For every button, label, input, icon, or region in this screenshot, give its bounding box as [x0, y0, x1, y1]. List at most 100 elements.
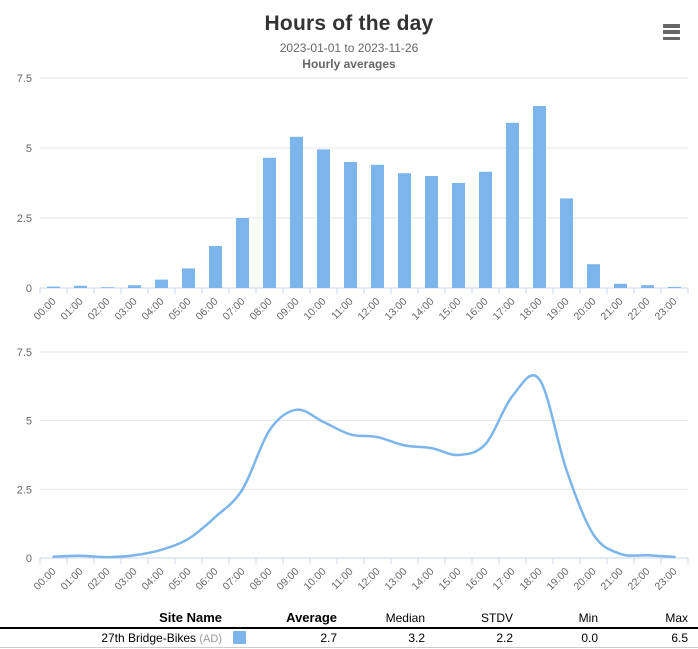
- bar-23:00[interactable]: [668, 286, 681, 288]
- x-axis-label: 08:00: [248, 296, 275, 323]
- x-axis-label: 01:00: [59, 566, 86, 593]
- y-axis-label: 5: [26, 416, 32, 428]
- x-axis-label: 10:00: [302, 566, 329, 593]
- x-axis-label: 21:00: [599, 296, 626, 323]
- series-color-swatch: [233, 631, 246, 644]
- site-name-cell: 27th Bridge-Bikes (AD): [0, 628, 225, 648]
- site-name: 27th Bridge-Bikes: [101, 631, 197, 645]
- bar-01:00[interactable]: [74, 285, 87, 288]
- col-header-swatch: [225, 605, 255, 628]
- x-axis-label: 13:00: [383, 296, 410, 323]
- y-axis-label: 0: [26, 553, 32, 565]
- col-header-average: Average: [286, 610, 337, 625]
- bar-17:00[interactable]: [506, 122, 519, 288]
- hourly-spline-chart[interactable]: 0 2.5 5 7.5 00:00 01:00 02:00 03:00 04:00 05:00 06…: [0, 335, 698, 605]
- bar-08:00[interactable]: [263, 157, 276, 288]
- x-axis-label: 20:00: [572, 296, 599, 323]
- bar-00:00[interactable]: [47, 286, 60, 288]
- x-axis-label: 06:00: [194, 296, 221, 323]
- x-axis-label: 04:00: [140, 566, 167, 593]
- col-header-median: Median: [385, 610, 425, 625]
- table-row: 27th Bridge-Bikes (AD) 2.7 3.2 2.2 0.0 6…: [0, 628, 698, 648]
- x-axis-label: 15:00: [437, 566, 464, 593]
- x-axis-label: 12:00: [356, 296, 383, 323]
- x-axis-label: 06:00: [194, 566, 221, 593]
- summary-table-header-row: Site Name Average Median STDV Min Max: [0, 605, 698, 628]
- x-axis-label: 16:00: [464, 566, 491, 593]
- x-axis-label: 08:00: [248, 566, 275, 593]
- bar-21:00[interactable]: [614, 283, 627, 288]
- bar-18:00[interactable]: [533, 106, 546, 288]
- x-axis-label: 23:00: [653, 296, 680, 323]
- x-axis-label: 11:00: [329, 566, 356, 593]
- x-axis-label: 18:00: [518, 566, 545, 593]
- x-axis-label: 02:00: [86, 566, 113, 593]
- x-axis-label: 09:00: [275, 296, 302, 323]
- x-axis-label: 18:00: [518, 296, 545, 323]
- x-axis-label: 22:00: [626, 566, 653, 593]
- bar-07:00[interactable]: [236, 218, 249, 288]
- x-axis-label: 14:00: [410, 566, 437, 593]
- x-axis-label: 13:00: [383, 566, 410, 593]
- bar-14:00[interactable]: [425, 176, 438, 288]
- bar-16:00[interactable]: [479, 171, 492, 288]
- x-axis-label: 12:00: [356, 566, 383, 593]
- col-header-stdv: STDV: [480, 610, 513, 625]
- x-axis-label: 21:00: [599, 566, 626, 593]
- page-title: Hours of the day: [264, 12, 434, 35]
- x-axis-label: 20:00: [572, 566, 599, 593]
- y-axis-label: 2.5: [17, 484, 32, 496]
- x-axis-label: 19:00: [545, 566, 572, 593]
- min-value: 0.0: [581, 631, 598, 645]
- x-axis-label: 22:00: [626, 296, 653, 323]
- bar-13:00[interactable]: [398, 173, 411, 288]
- spline-series[interactable]: [52, 374, 676, 559]
- x-axis-label: 00:00: [32, 296, 59, 323]
- bar-10:00[interactable]: [317, 149, 330, 288]
- bar-04:00[interactable]: [155, 279, 168, 288]
- bar-12:00[interactable]: [371, 164, 384, 288]
- x-axis-label: 17:00: [491, 296, 518, 323]
- date-range-subtitle: 2023-01-01 to 2023-11-26: [279, 41, 419, 55]
- max-value: 6.5: [671, 631, 688, 645]
- x-axis-label: 03:00: [113, 296, 140, 323]
- bar-09:00[interactable]: [290, 136, 303, 288]
- x-axis-label: 10:00: [302, 296, 329, 323]
- x-axis-label: 09:00: [275, 566, 302, 593]
- bar-02:00[interactable]: [101, 287, 114, 288]
- hourly-bar-chart[interactable]: 0 2.5 5 7.5 00:00 01:00 02:00 03:00 04:00 05:00 06…: [0, 70, 698, 335]
- bar-19:00[interactable]: [560, 198, 573, 288]
- x-axis-label: 07:00: [221, 566, 248, 593]
- stdv-value: 2.2: [496, 631, 513, 645]
- y-axis-label: 7.5: [17, 347, 32, 359]
- bar-06:00[interactable]: [209, 246, 222, 288]
- x-axis-label: 17:00: [491, 566, 518, 593]
- median-value: 3.2: [408, 631, 425, 645]
- x-axis-label: 16:00: [464, 296, 491, 323]
- x-axis-label: 01:00: [59, 296, 86, 323]
- average-value: 2.7: [320, 631, 337, 645]
- x-axis-label: 02:00: [86, 296, 113, 323]
- x-axis-label: 19:00: [545, 296, 572, 323]
- x-axis-label: 14:00: [410, 296, 437, 323]
- bar-20:00[interactable]: [587, 264, 600, 288]
- y-axis-label: 5: [26, 143, 32, 155]
- hamburger-menu-icon: [663, 24, 680, 28]
- x-axis-label: 04:00: [140, 296, 167, 323]
- bar-15:00[interactable]: [452, 183, 465, 288]
- site-suffix: (AD): [199, 633, 222, 645]
- y-axis-label: 0: [26, 283, 32, 295]
- bar-03:00[interactable]: [128, 285, 141, 288]
- x-axis-label: 15:00: [437, 296, 464, 323]
- x-axis-label: 07:00: [221, 296, 248, 323]
- x-axis-label: 03:00: [113, 566, 140, 593]
- x-axis-label: 05:00: [167, 296, 194, 323]
- col-header-max: Max: [665, 610, 688, 625]
- bar-05:00[interactable]: [182, 268, 195, 288]
- bar-22:00[interactable]: [641, 285, 654, 288]
- col-header-min: Min: [578, 610, 598, 625]
- aggregation-subtitle: Hourly averages: [302, 57, 396, 71]
- chart-export-menu-button[interactable]: [660, 22, 684, 42]
- bar-11:00[interactable]: [344, 162, 357, 288]
